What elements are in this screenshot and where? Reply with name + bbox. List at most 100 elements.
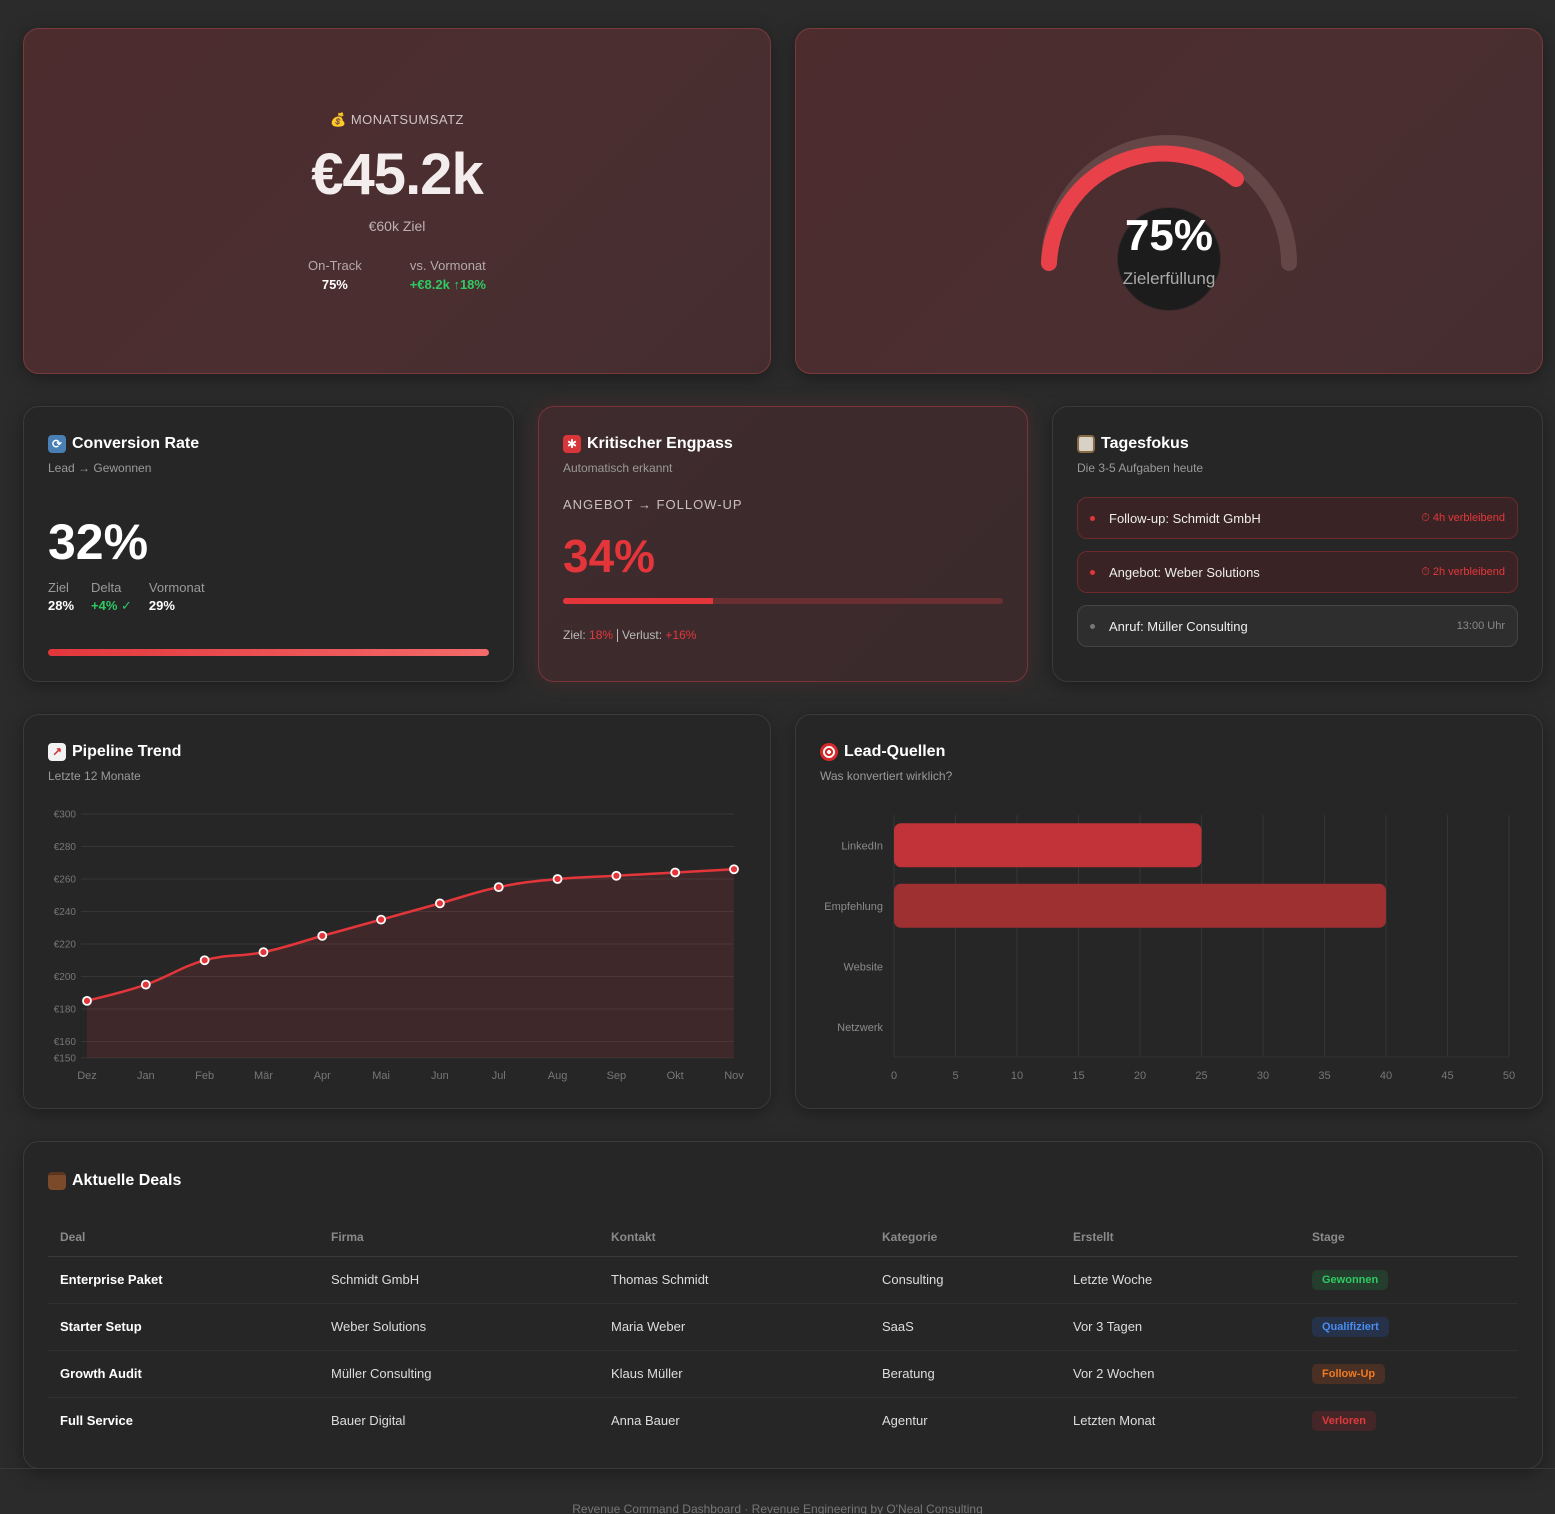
stat-previous-month: Vormonat 29% <box>148 580 205 613</box>
svg-text:5: 5 <box>952 1070 958 1082</box>
svg-text:€160: €160 <box>54 1037 77 1048</box>
conversion-progress-bar <box>48 649 489 656</box>
revenue-label: 💰 MONATSUMSATZ <box>330 112 464 127</box>
column-header-deal[interactable]: Deal <box>48 1222 319 1257</box>
deal-cell: Growth Audit <box>48 1350 319 1398</box>
pipeline-title: ↗ Pipeline Trend <box>48 743 181 761</box>
category-cell: Consulting <box>870 1256 1061 1304</box>
lead-sources-card: Lead-Quellen Was konvertiert wirklich? 0… <box>795 714 1543 1109</box>
svg-text:€200: €200 <box>54 972 77 983</box>
task-item[interactable]: Follow-up: Schmidt GmbH ⏱ 4h verbleibend <box>1077 497 1518 539</box>
column-header-erstellt[interactable]: Erstellt <box>1061 1222 1300 1257</box>
priority-dot-icon <box>1090 623 1095 629</box>
siren-icon: ✱ <box>563 435 581 453</box>
created-cell: Letzte Woche <box>1061 1256 1300 1304</box>
column-header-kategorie[interactable]: Kategorie <box>870 1222 1061 1257</box>
bottleneck-footer: Ziel: 18% Verlust: +16% <box>563 628 697 643</box>
svg-text:Jun: Jun <box>431 1070 449 1082</box>
contact-cell: Anna Bauer <box>611 1413 680 1429</box>
conversion-title: ⟳ Conversion Rate <box>48 435 199 453</box>
gauge-label: Zielerfüllung <box>1122 269 1216 288</box>
svg-text:15: 15 <box>1072 1070 1084 1082</box>
company-cell: Weber Solutions <box>319 1303 599 1351</box>
daily-focus-title: Tagesfokus <box>1077 435 1189 453</box>
table-header-row: Deal Firma Kontakt Kategorie Erstellt St… <box>48 1222 1518 1257</box>
revenue-value: €45.2k <box>311 142 483 207</box>
svg-text:€220: €220 <box>54 940 77 951</box>
table-row[interactable]: Starter Setup Weber Solutions Maria Weber S… <box>48 1303 1518 1351</box>
stat-on-track: On-Track 75% <box>308 258 362 292</box>
table-row[interactable]: Full Service Bauer Digital Anna Bauer Agent… <box>48 1397 1518 1444</box>
stat-delta: Delta +4% ✓ <box>91 580 132 613</box>
task-time: 13:00 Uhr <box>1456 620 1505 632</box>
svg-text:Empfehlung: Empfehlung <box>824 901 883 913</box>
priority-dot-icon <box>1090 515 1095 521</box>
bottleneck-subtitle: Automatisch erkannt <box>563 461 673 475</box>
svg-text:€240: €240 <box>54 907 77 918</box>
svg-text:Jul: Jul <box>492 1070 506 1082</box>
bottleneck-title: ✱ Kritischer Engpass <box>563 435 733 453</box>
bottleneck-value: 34% <box>563 530 656 582</box>
pipeline-line-chart: €150 €160 €180 €200 €220 €240 €260 €280 €300 Dez J… <box>54 810 745 1083</box>
svg-text:Website: Website <box>843 961 883 973</box>
svg-text:€260: €260 <box>54 875 77 886</box>
svg-text:€300: €300 <box>54 810 77 821</box>
deal-cell: Enterprise Paket <box>48 1256 319 1304</box>
svg-text:€280: €280 <box>54 842 77 853</box>
svg-text:0: 0 <box>891 1070 897 1082</box>
pipeline-trend-card: ↗ Pipeline Trend Letzte 12 Monate €150 €1… <box>23 714 771 1109</box>
revenue-goal: €60k Ziel <box>368 218 426 234</box>
svg-text:Sep: Sep <box>607 1070 627 1082</box>
stage-badge: Gewonnen <box>1312 1269 1389 1290</box>
created-cell: Vor 2 Wochen <box>1061 1350 1300 1398</box>
bottleneck-progress-bar <box>563 598 1003 604</box>
conversion-value: 32% <box>48 514 149 570</box>
column-header-kontakt[interactable]: Kontakt <box>599 1222 870 1257</box>
contact-cell: Thomas Schmidt <box>599 1256 870 1304</box>
gauge-value: 75% <box>1124 211 1214 260</box>
svg-text:25: 25 <box>1195 1070 1207 1082</box>
svg-text:Aug: Aug <box>548 1070 568 1082</box>
table-row[interactable]: Growth Audit Müller Consulting Klaus Mülle… <box>48 1350 1518 1398</box>
stat-vs-previous-month: vs. Vormonat +€8.2k ↑18% <box>409 258 486 292</box>
task-item[interactable]: Anruf: Müller Consulting 13:00 Uhr <box>1077 605 1518 647</box>
svg-text:45: 45 <box>1441 1070 1453 1082</box>
company-cell: Bauer Digital <box>331 1413 406 1429</box>
company-cell: Schmidt GmbH <box>319 1256 599 1304</box>
stat-goal: Ziel 28% <box>48 580 75 613</box>
svg-text:LinkedIn: LinkedIn <box>841 840 883 852</box>
deals-title: Aktuelle Deals <box>48 1172 181 1190</box>
svg-text:Dez: Dez <box>77 1070 97 1082</box>
task-deadline: ⏱ 4h verbleibend <box>1421 511 1505 524</box>
chart-increasing-icon: ↗ <box>48 743 66 761</box>
task-deadline: ⏱ 2h verbleibend <box>1421 565 1505 578</box>
lead-sources-bar-chart: 0 5 10 15 20 25 30 35 40 45 50 LinkedIn Empfehlung We… <box>824 815 1515 1082</box>
column-header-stage[interactable]: Stage <box>1300 1222 1518 1257</box>
svg-text:40: 40 <box>1380 1070 1392 1082</box>
category-cell: SaaS <box>870 1303 1061 1351</box>
stage-cell: Qualifiziert <box>1300 1303 1518 1351</box>
table-row[interactable]: Enterprise Paket Schmidt GmbH Thomas Schmi… <box>48 1256 1518 1304</box>
contact-cell: Klaus Müller <box>599 1350 870 1398</box>
svg-text:Mai: Mai <box>372 1070 390 1082</box>
svg-text:10: 10 <box>1011 1070 1023 1082</box>
revenue-card: 💰 MONATSUMSATZ €45.2k €60k Ziel On-Track… <box>23 28 771 374</box>
created-cell: Letzten Monat <box>1073 1413 1156 1429</box>
stage-cell: Gewonnen <box>1300 1256 1518 1304</box>
briefcase-icon <box>48 1172 66 1190</box>
svg-text:€180: €180 <box>54 1005 77 1016</box>
stage-badge: Verloren <box>1312 1410 1377 1431</box>
stage-cell: Follow-Up <box>1300 1350 1518 1398</box>
lead-sources-title: Lead-Quellen <box>820 743 945 761</box>
category-cell: Beratung <box>870 1350 1061 1398</box>
task-item[interactable]: Angebot: Weber Solutions ⏱ 2h verbleiben… <box>1077 551 1518 593</box>
svg-text:35: 35 <box>1318 1070 1330 1082</box>
column-header-firma[interactable]: Firma <box>319 1222 599 1257</box>
category-cell: Agentur <box>882 1413 928 1429</box>
svg-text:Apr: Apr <box>314 1070 331 1082</box>
stage-badge: Follow-Up <box>1312 1363 1386 1384</box>
svg-text:Mär: Mär <box>254 1070 273 1082</box>
svg-text:Nov: Nov <box>724 1070 744 1082</box>
stage-cell: Verloren <box>1300 1397 1518 1444</box>
money-bag-icon: 💰 <box>330 112 347 127</box>
